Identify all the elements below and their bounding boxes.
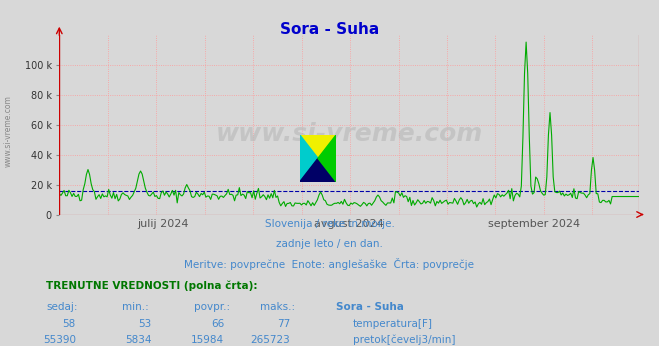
Text: temperatura[F]: temperatura[F] [353, 319, 432, 329]
Text: www.si-vreme.com: www.si-vreme.com [3, 95, 13, 167]
Text: 77: 77 [277, 319, 290, 329]
Text: povpr.:: povpr.: [194, 302, 231, 312]
Text: 55390: 55390 [43, 335, 76, 345]
Text: 66: 66 [211, 319, 224, 329]
Text: 15984: 15984 [191, 335, 224, 345]
Text: Sora - Suha: Sora - Suha [280, 22, 379, 37]
Polygon shape [300, 135, 318, 182]
Text: Sora - Suha: Sora - Suha [336, 302, 404, 312]
Text: zadnje leto / en dan.: zadnje leto / en dan. [276, 239, 383, 249]
Text: maks.:: maks.: [260, 302, 295, 312]
Text: TRENUTNE VREDNOSTI (polna črta):: TRENUTNE VREDNOSTI (polna črta): [46, 280, 258, 291]
Text: www.si-vreme.com: www.si-vreme.com [215, 121, 483, 146]
Text: sedaj:: sedaj: [46, 302, 78, 312]
Text: pretok[čevelj3/min]: pretok[čevelj3/min] [353, 335, 455, 345]
Polygon shape [318, 135, 336, 182]
Text: 5834: 5834 [125, 335, 152, 345]
Text: 265723: 265723 [250, 335, 290, 345]
Text: Meritve: povprečne  Enote: anglešaške  Črta: povprečje: Meritve: povprečne Enote: anglešaške Črt… [185, 258, 474, 270]
Text: 58: 58 [63, 319, 76, 329]
Text: 53: 53 [138, 319, 152, 329]
Polygon shape [300, 158, 336, 182]
Text: min.:: min.: [122, 302, 149, 312]
Text: Slovenija / reke in morje.: Slovenija / reke in morje. [264, 219, 395, 229]
